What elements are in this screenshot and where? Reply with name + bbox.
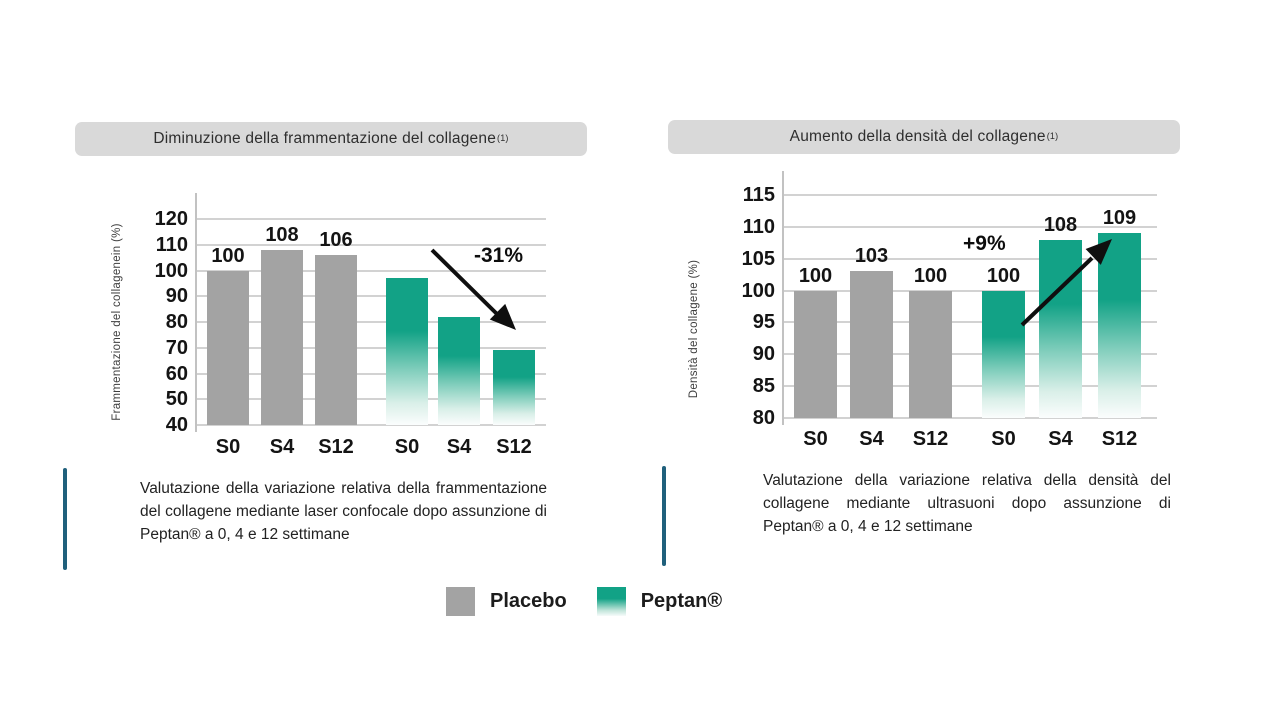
y-tick-label: 90 [752, 343, 775, 366]
bar-value-label: 100 [798, 264, 833, 287]
y-gridline [783, 353, 1157, 356]
bar-value-label: 103 [854, 245, 889, 268]
x-tick-label: S4 [446, 436, 472, 458]
y-tick-label: 60 [165, 362, 188, 385]
y-tick-label: 85 [752, 375, 775, 398]
y-gridline [196, 269, 546, 272]
x-tick-label: S12 [1101, 428, 1138, 450]
y-tick-label: 80 [165, 311, 188, 333]
legend-item-peptan: Peptan® [596, 587, 723, 616]
bar-placebo-s4 [850, 271, 893, 418]
legend-label-placebo: Placebo [490, 590, 567, 612]
legend-item-placebo: Placebo [446, 587, 567, 616]
y-axis-line [195, 193, 197, 432]
legend: Placebo Peptan® [446, 587, 722, 616]
bar-value-label: 109 [1102, 207, 1137, 230]
caption-left: Valutazione della variazione relativa de… [140, 480, 547, 543]
y-tick-label: 70 [165, 336, 188, 359]
y-tick-label: 100 [154, 259, 188, 282]
y-tick-label: 120 [154, 208, 188, 230]
caption-accent-bar-left [63, 468, 67, 570]
x-tick-label: S12 [318, 436, 354, 458]
y-gridline [783, 321, 1157, 324]
decrease-arrow-icon [430, 248, 516, 330]
y-tick-label: 40 [165, 414, 188, 436]
legend-label-peptan: Peptan® [640, 590, 723, 612]
y-tick-label: 95 [752, 311, 775, 334]
y-gridline [783, 417, 1157, 419]
bar-value-label: 100 [986, 264, 1021, 287]
chart-title-left: Diminuzione della frammentazione del col… [75, 122, 587, 156]
x-tick-label: S12 [912, 428, 949, 450]
bar-placebo-s0 [207, 270, 249, 425]
y-tick-label: 115 [742, 184, 775, 206]
annotation-decrease-percent: -31% [474, 244, 524, 267]
x-tick-label: S0 [803, 428, 828, 450]
bar-peptan-s12 [1098, 233, 1141, 418]
bar-value-label: 106 [319, 229, 353, 252]
y-gridline [783, 257, 1157, 260]
footnote-ref-right: (1) [1046, 131, 1059, 141]
x-tick-label: S4 [269, 436, 295, 458]
y-gridline [196, 321, 546, 323]
y-tick-label: 110 [155, 233, 188, 256]
placebo-swatch-icon [446, 587, 475, 616]
y-tick-label: 50 [165, 388, 188, 411]
caption-right: Valutazione della variazione relativa de… [763, 472, 1171, 535]
y-tick-label: 80 [752, 407, 775, 429]
bar-value-label: 100 [211, 244, 245, 267]
bar-peptan-s4 [438, 316, 480, 425]
bar-peptan-s0 [982, 290, 1025, 418]
y-gridline [196, 346, 546, 349]
y-gridline [783, 225, 1157, 228]
annotation-increase-percent: +9% [963, 232, 1006, 255]
x-tick-label: S0 [215, 436, 241, 458]
x-tick-label: S0 [394, 436, 420, 458]
y-tick-label: 105 [741, 247, 775, 270]
y-gridline [783, 194, 1157, 196]
bar-value-label: 108 [265, 223, 299, 246]
x-tick-label: S12 [496, 436, 532, 458]
y-gridline [196, 398, 546, 401]
bar-placebo-s12 [315, 255, 357, 425]
y-tick-label: 100 [741, 279, 775, 302]
x-tick-label: S4 [1048, 428, 1073, 450]
caption-accent-bar-right [662, 466, 666, 566]
x-tick-label: S4 [859, 428, 884, 450]
bar-placebo-s4 [261, 249, 303, 425]
bar-value-label: 100 [913, 264, 948, 287]
bar-peptan-s0 [386, 278, 428, 425]
peptan-swatch-icon [596, 587, 626, 616]
increase-arrow-icon [1020, 239, 1112, 327]
y-axis-line [782, 171, 784, 425]
footnote-ref-left: (1) [497, 133, 509, 143]
bar-peptan-s4 [1039, 239, 1082, 418]
chart-title-right-text: Aumento della densità del collagene [789, 128, 1046, 145]
y-gridline [196, 218, 546, 220]
bar-placebo-s0 [794, 290, 837, 418]
y-gridline [783, 289, 1157, 292]
y-gridline [196, 372, 546, 375]
chart-title-right: Aumento della densità del collagene (1) [668, 120, 1180, 154]
x-tick-label: S0 [991, 428, 1016, 450]
y-gridline [196, 243, 546, 246]
y-tick-label: 110 [742, 215, 775, 238]
y-gridline [783, 385, 1157, 388]
y-gridline [196, 295, 546, 298]
y-gridline [196, 424, 546, 426]
chart-title-left-text: Diminuzione della frammentazione del col… [153, 130, 497, 147]
bar-placebo-s12 [909, 290, 952, 418]
bar-peptan-s12 [493, 350, 535, 425]
bar-value-label: 108 [1043, 213, 1078, 236]
y-tick-label: 90 [165, 285, 188, 308]
